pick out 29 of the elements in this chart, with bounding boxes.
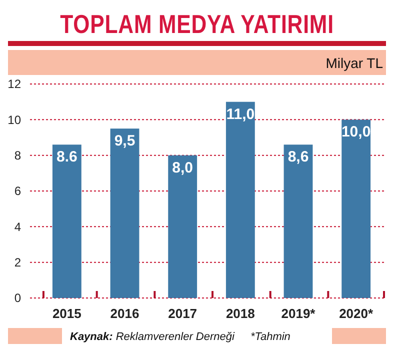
- x-tick-label: 2017: [168, 306, 198, 321]
- y-tick-label: 10: [8, 112, 22, 127]
- data-label: 10,0: [341, 124, 371, 141]
- y-tick-label: 12: [8, 77, 22, 92]
- bar: [168, 155, 198, 298]
- data-label: 8.6: [56, 148, 78, 166]
- y-tick-label: 4: [14, 220, 22, 234]
- data-label: 11,0: [226, 106, 255, 123]
- x-tick-label: 2015: [52, 306, 82, 321]
- bar: [52, 144, 82, 298]
- x-tick-label: 2018: [226, 306, 255, 321]
- bar: [342, 120, 371, 298]
- x-tick-label: 2020*: [339, 306, 374, 321]
- y-axis-title: Milyar TL: [326, 55, 384, 71]
- bar: [284, 144, 313, 298]
- x-tick-label: 2016: [110, 306, 140, 321]
- y-tick-label: 0: [14, 291, 22, 306]
- text: *Tahmin: [250, 331, 290, 343]
- data-label: 8,0: [172, 159, 194, 176]
- x-tick-label: 2019*: [281, 306, 316, 321]
- y-tick-label: 8: [14, 148, 22, 163]
- y-tick-label: 2: [14, 256, 22, 270]
- bar: [110, 128, 140, 298]
- data-label: 8,6: [288, 148, 309, 166]
- chart-title: TOPLAM MEDYA YATIRIMI: [60, 10, 334, 40]
- y-tick-label: 6: [14, 184, 22, 198]
- bar: [226, 102, 255, 298]
- text: Kaynak: Reklamverenler Derneği: [70, 331, 236, 343]
- data-label: 9,5: [114, 132, 136, 150]
